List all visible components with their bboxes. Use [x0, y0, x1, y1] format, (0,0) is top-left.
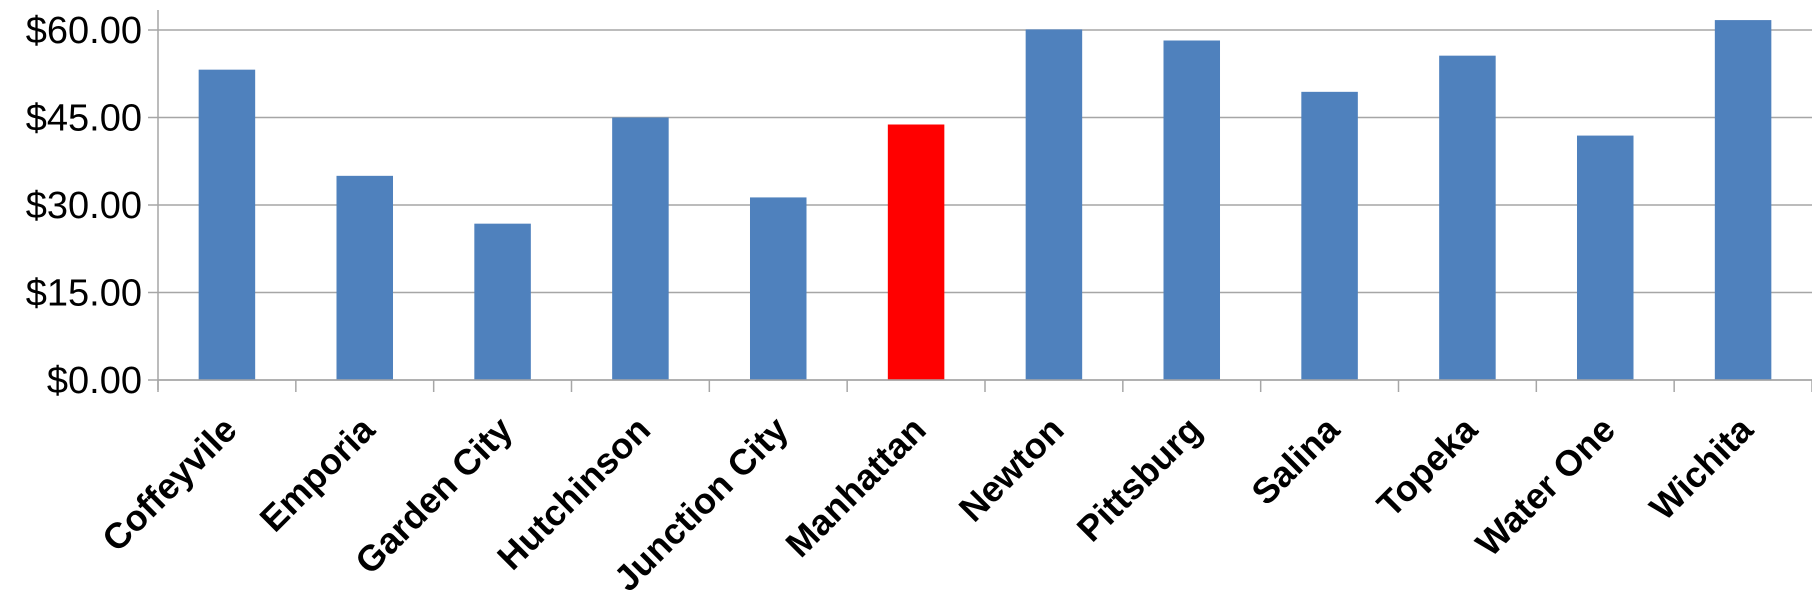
bar-5 — [887, 124, 945, 380]
bar-4 — [749, 197, 807, 380]
x-tick-label: Manhattan — [777, 409, 933, 565]
bar-1 — [336, 175, 394, 380]
bar-7 — [1163, 40, 1221, 380]
y-tick-label: $45.00 — [26, 98, 142, 140]
y-tick-label: $15.00 — [26, 273, 142, 315]
bar-2 — [474, 223, 531, 380]
x-tick-label: Coffeyvile — [94, 409, 245, 560]
bar-0 — [198, 69, 256, 381]
bar-11 — [1714, 20, 1772, 380]
x-tick-label: Wichita — [1641, 408, 1761, 528]
bar-6 — [1025, 29, 1083, 381]
x-tick-label: Water One — [1468, 409, 1623, 564]
x-tick-label: Salina — [1243, 408, 1348, 513]
bar-9 — [1439, 55, 1496, 381]
bar-10 — [1576, 135, 1634, 380]
y-tick-label: $0.00 — [47, 360, 142, 402]
y-tick-label: $60.00 — [26, 10, 142, 52]
bar-8 — [1301, 91, 1358, 380]
x-tick-label: Emporia — [252, 408, 384, 540]
x-tick-label: Pittsburg — [1069, 409, 1210, 550]
bar-3 — [612, 117, 669, 380]
y-tick-label: $30.00 — [26, 185, 142, 227]
x-tick-label: Topeka — [1369, 408, 1486, 525]
x-tick-label: Newton — [951, 409, 1072, 530]
